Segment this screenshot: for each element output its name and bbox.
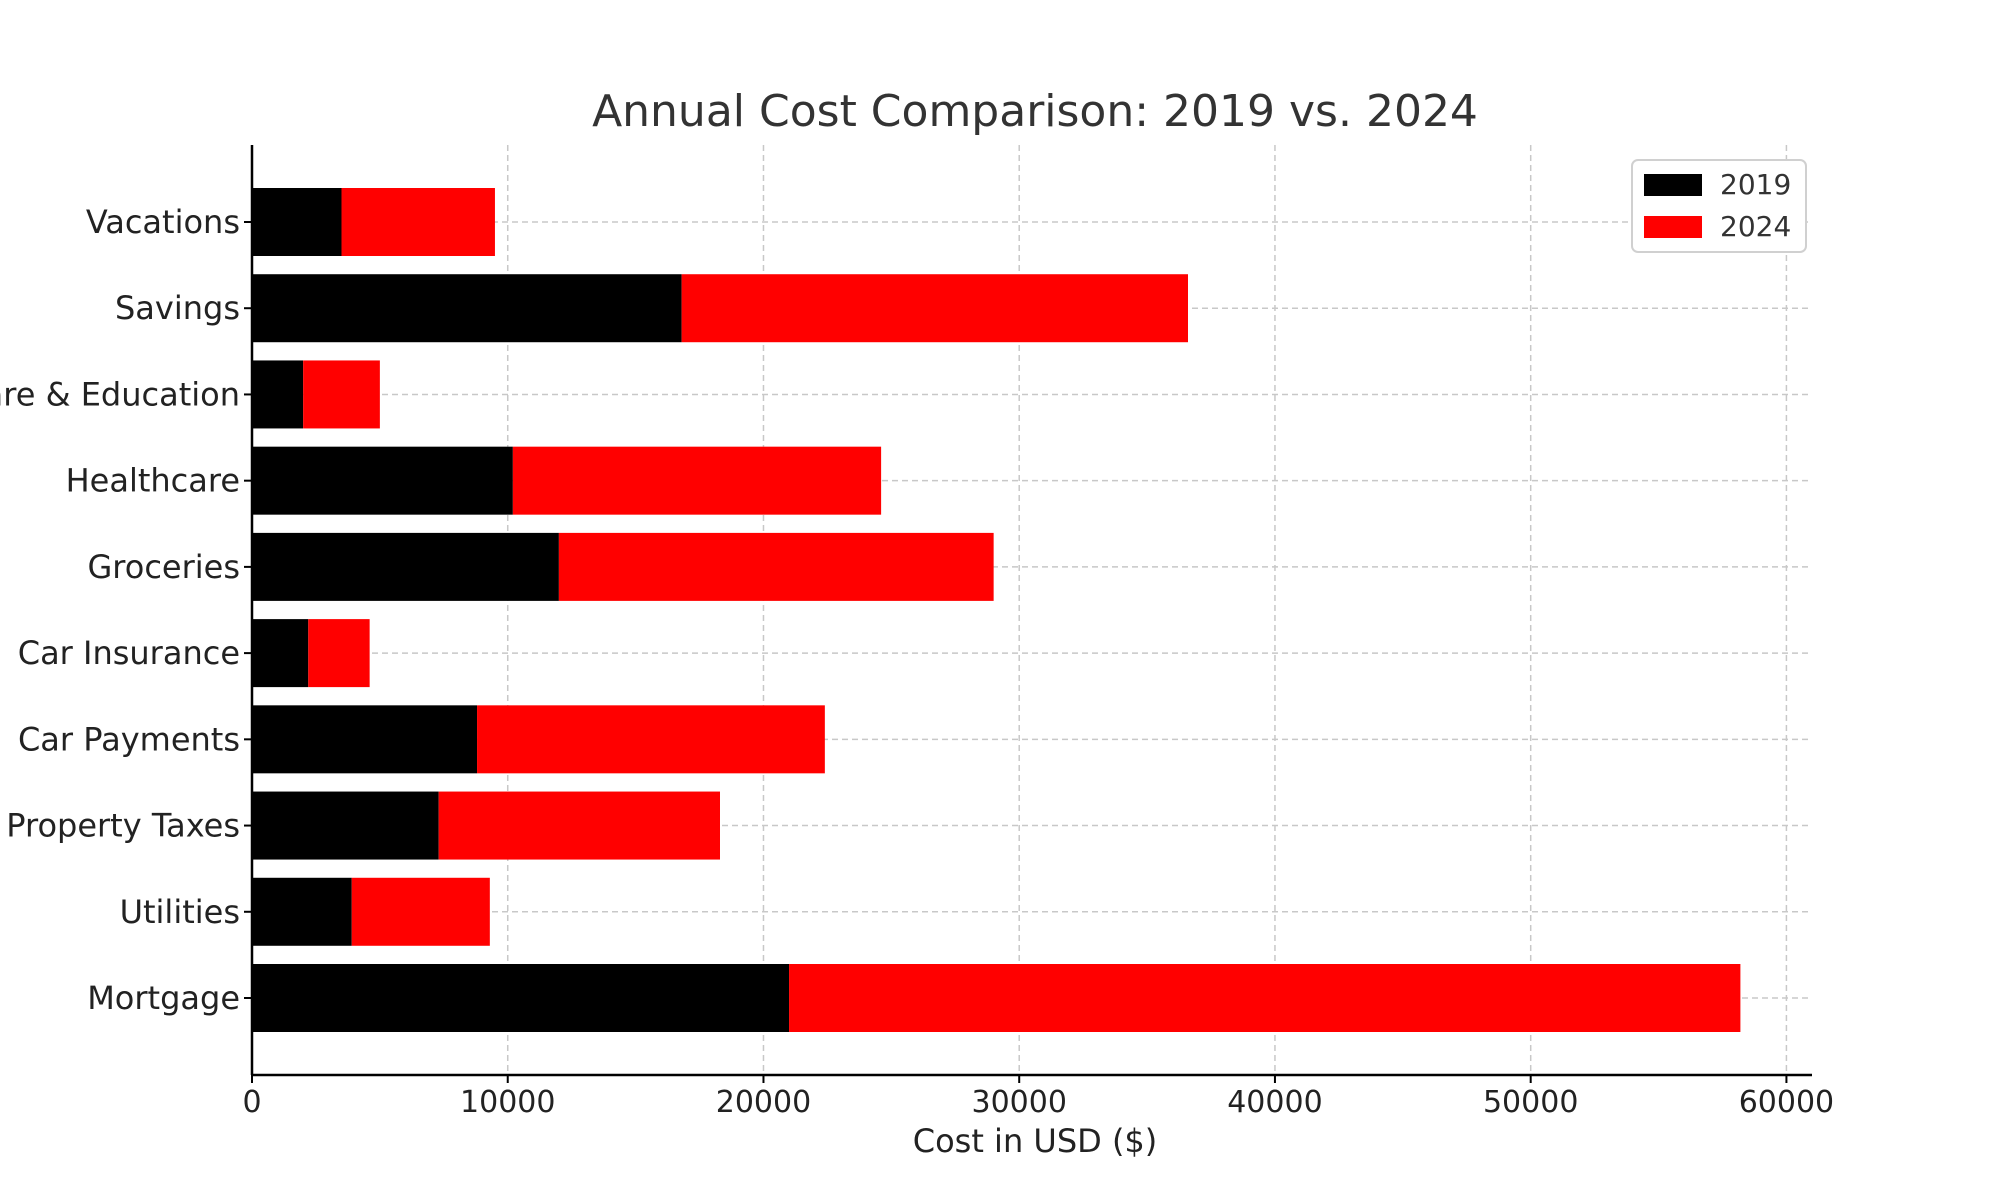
bar-2024-utilities [351, 877, 490, 946]
bar-2019-vacations [252, 188, 342, 256]
legend-swatch-2019 [1644, 174, 1702, 196]
axes-layer [244, 145, 1812, 1083]
y-tick-label: Car Payments [18, 720, 240, 758]
bar-2019-mortgage [252, 964, 790, 1032]
y-tick-label: Savings [115, 289, 240, 327]
chart-title: Annual Cost Comparison: 2019 vs. 2024 [592, 86, 1478, 137]
bar-2024-savings [681, 274, 1188, 343]
bar-2019-healthcare [252, 446, 513, 515]
y-tick-label: Property Taxes [6, 807, 240, 845]
bar-2019-groceries [252, 532, 559, 601]
x-tick-label: 60000 [1739, 1085, 1834, 1120]
y-tick-label: Mortgage [87, 979, 240, 1017]
x-tick-label: 0 [242, 1085, 261, 1120]
x-tick-label: 20000 [716, 1085, 811, 1120]
bar-2024-mortgage [789, 964, 1741, 1032]
legend: 2019 2024 [1631, 159, 1807, 253]
bar-2019-childcare-education [252, 360, 304, 429]
bar-2019-car-insurance [252, 619, 309, 688]
x-axis-label: Cost in USD ($) [913, 1122, 1158, 1160]
y-tick-label: Groceries [87, 548, 240, 586]
legend-label-2024: 2024 [1720, 210, 1791, 243]
x-tick-label: 30000 [971, 1085, 1066, 1120]
y-tick-label: Healthcare [66, 462, 240, 500]
bar-2019-savings [252, 274, 682, 343]
bar-2024-car-insurance [308, 619, 370, 688]
bar-2019-property-taxes [252, 791, 439, 860]
bar-2024-property-taxes [438, 791, 720, 860]
bar-2024-vacations [341, 188, 495, 256]
x-tick-label: 40000 [1227, 1085, 1322, 1120]
legend-swatch-2024 [1644, 216, 1702, 238]
x-tick-label: 50000 [1483, 1085, 1578, 1120]
bar-2024-groceries [558, 532, 994, 601]
legend-label-2019: 2019 [1720, 168, 1791, 201]
bar-2024-healthcare [512, 446, 882, 515]
bar-2024-car-payments [477, 705, 825, 774]
x-tick-label: 10000 [460, 1085, 555, 1120]
labels-layer: Annual Cost Comparison: 2019 vs. 2024 Co… [0, 86, 1834, 1160]
bar-2019-utilities [252, 877, 352, 946]
bars-layer [252, 188, 1741, 1032]
y-tick-label: Utilities [120, 893, 240, 931]
bar-2024-childcare-education [303, 360, 380, 429]
y-tick-label: Childcare & Education [0, 375, 240, 413]
y-tick-label: Vacations [86, 203, 240, 241]
bar-2019-car-payments [252, 705, 478, 774]
y-tick-label: Car Insurance [18, 634, 240, 672]
